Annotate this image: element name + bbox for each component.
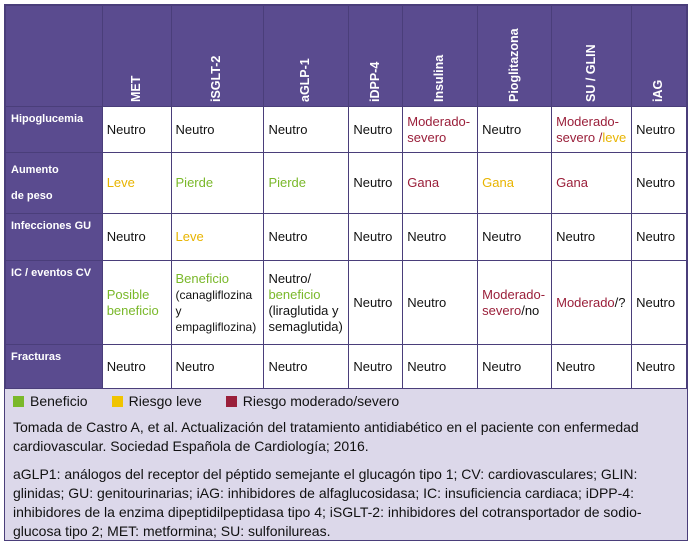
table-cell: Moderado/? <box>551 260 633 345</box>
table-cell: Neutro <box>551 344 633 389</box>
row-label: IC / eventos CV <box>5 260 103 345</box>
table-cell: Moderado-severo/no <box>477 260 553 345</box>
corner-cell <box>5 5 103 107</box>
table-cell: Neutro <box>631 344 687 389</box>
table-cell: Neutro <box>631 260 687 345</box>
row-label: Aumento de peso <box>5 152 103 214</box>
column-header: SU / GLIN <box>551 5 633 107</box>
legend-row: Beneficio Riesgo leve Riesgo moderado/se… <box>13 390 679 412</box>
column-header: aGLP-1 <box>263 5 350 107</box>
table-cell: Neutro <box>263 344 350 389</box>
table-cell: Neutro <box>348 344 404 389</box>
column-header: MET <box>101 5 172 107</box>
comparison-table: MET iSGLT-2 aGLP-1 iDPP-4 Insulina Piogl… <box>5 5 687 389</box>
table-cell: Neutro <box>402 344 479 389</box>
header-row: MET iSGLT-2 aGLP-1 iDPP-4 Insulina Piogl… <box>5 5 687 107</box>
yellow-square-icon <box>111 395 123 407</box>
table-cell: Neutro <box>101 106 172 153</box>
table-cell: Neutro <box>101 344 172 389</box>
table-cell: Beneficio (canagliflozina y empagliflozin… <box>170 260 265 345</box>
table-cell: Gana <box>402 152 479 214</box>
column-header: Pioglitazona <box>477 5 553 107</box>
table-cell: Neutro <box>402 213 479 261</box>
table-cell: Neutro <box>631 106 687 153</box>
table-cell: Neutro <box>348 213 404 261</box>
table-cell: Neutro <box>348 260 404 345</box>
legend-mild: Riesgo leve <box>111 393 202 409</box>
table-cell: Neutro <box>477 213 553 261</box>
column-header: iAG <box>631 5 687 107</box>
row-label: Infecciones GU <box>5 213 103 261</box>
table-cell: Neutro <box>348 152 404 214</box>
table-cell: Posible beneficio <box>101 260 172 345</box>
table-cell: Gana <box>477 152 553 214</box>
abbreviations-note: aGLP1: análogos del receptor del péptido… <box>13 466 642 539</box>
table-cell: Neutro <box>263 213 350 261</box>
table-cell: Neutro/beneficio (liraglutida y semagluti… <box>263 260 350 345</box>
table-row: Fracturas Neutro Neutro Neutro Neutro Neutro N… <box>5 344 687 389</box>
table-figure: MET iSGLT-2 aGLP-1 iDPP-4 Insulina Piogl… <box>4 4 688 541</box>
table-cell: Neutro <box>631 152 687 214</box>
column-header: iSGLT-2 <box>170 5 265 107</box>
legend-severe: Riesgo moderado/severo <box>225 393 399 409</box>
column-header: Insulina <box>402 5 479 107</box>
table-cell: Neutro <box>402 260 479 345</box>
table-cell: Gana <box>551 152 633 214</box>
legend: Beneficio Riesgo leve Riesgo moderado/se… <box>5 386 687 541</box>
table-row: Aumento de peso Leve Pierde Pierde Neutro Gana… <box>5 152 687 214</box>
table-cell: Moderado-severo /leve <box>551 106 633 153</box>
table-cell: Moderado-severo <box>402 106 479 153</box>
table-cell: Leve <box>101 152 172 214</box>
table-row: IC / eventos CV Posible beneficio Benefici… <box>5 260 687 345</box>
table-row: Infecciones GU Neutro Leve Neutro Neutro Neut… <box>5 213 687 261</box>
column-header: iDPP-4 <box>348 5 404 107</box>
table-cell: Neutro <box>348 106 404 153</box>
table-cell: Pierde <box>170 152 265 214</box>
table-cell: Neutro <box>551 213 633 261</box>
green-square-icon <box>13 395 24 407</box>
row-label: Fracturas <box>5 344 103 389</box>
table-cell: Neutro <box>170 106 265 153</box>
table-cell: Neutro <box>477 344 553 389</box>
table-cell: Neutro <box>477 106 553 153</box>
table-cell: Neutro <box>170 344 265 389</box>
table-cell: Neutro <box>101 213 172 261</box>
table-cell: Leve <box>170 213 265 261</box>
legend-benefit: Beneficio <box>13 393 88 409</box>
table-row: Hipoglucemia Neutro Neutro Neutro Neutro Mode… <box>5 106 687 153</box>
table-cell: Pierde <box>263 152 350 214</box>
row-label: Hipoglucemia <box>5 106 103 153</box>
table-cell: Neutro <box>263 106 350 153</box>
source-note: Tomada de Castro A, et al. Actualización… <box>13 419 639 454</box>
red-square-icon <box>225 395 237 407</box>
table-cell: Neutro <box>631 213 687 261</box>
